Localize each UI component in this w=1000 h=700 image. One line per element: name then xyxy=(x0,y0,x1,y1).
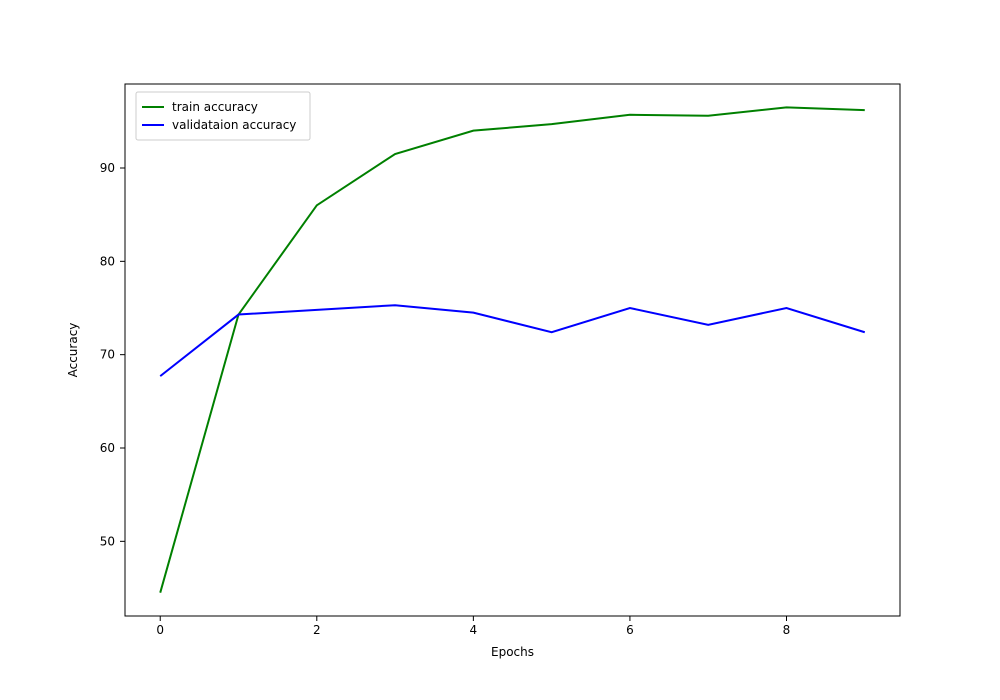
x-tick-label: 0 xyxy=(156,623,164,637)
y-tick-label: 90 xyxy=(100,161,115,175)
x-tick-label: 2 xyxy=(313,623,321,637)
y-tick-label: 60 xyxy=(100,441,115,455)
y-tick-label: 70 xyxy=(100,348,115,362)
x-tick-label: 4 xyxy=(470,623,478,637)
x-tick-label: 6 xyxy=(626,623,634,637)
y-tick-label: 80 xyxy=(100,254,115,268)
legend-label: validataion accuracy xyxy=(172,118,296,132)
y-axis-label: Accuracy xyxy=(66,323,80,378)
accuracy-line-chart: 0 2 4 6 8 50 60 70 80 90 Epochs Accuracy train accur… xyxy=(0,0,1000,700)
y-tick-label: 50 xyxy=(100,534,115,548)
x-axis-label: Epochs xyxy=(491,645,534,659)
chart-svg: 0 2 4 6 8 50 60 70 80 90 Epochs Accuracy train accur… xyxy=(0,0,1000,700)
legend-label: train accuracy xyxy=(172,100,258,114)
x-tick-label: 8 xyxy=(783,623,791,637)
